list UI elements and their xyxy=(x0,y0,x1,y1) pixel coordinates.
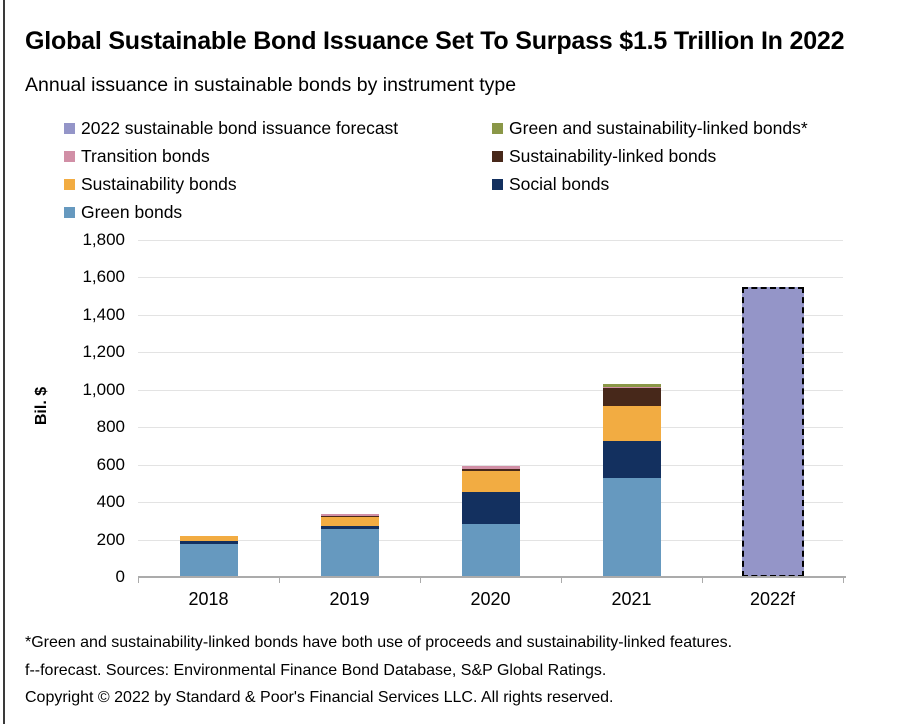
gridline xyxy=(138,314,843,316)
bar-segment xyxy=(461,523,520,577)
legend-swatch-icon xyxy=(64,207,75,218)
gridline xyxy=(138,464,843,466)
left-edge-line xyxy=(3,0,5,724)
y-tick-label: 800 xyxy=(96,417,125,437)
y-tick-label: 0 xyxy=(115,567,125,586)
bar-segment xyxy=(320,526,379,530)
bar-segment xyxy=(602,387,661,406)
bar-segment xyxy=(179,535,238,542)
bar-segment xyxy=(179,543,238,577)
y-tick-label: 1,800 xyxy=(82,230,125,249)
x-tick-label: 2021 xyxy=(611,589,652,609)
bar-segment xyxy=(461,492,520,524)
bar-segment xyxy=(602,440,661,478)
bar-segment xyxy=(320,513,379,516)
legend-item: Sustainability bonds xyxy=(64,174,492,195)
y-tick-label: 600 xyxy=(96,454,125,474)
legend-label: Green bonds xyxy=(81,202,183,222)
chart-title: Global Sustainable Bond Issuance Set To … xyxy=(25,26,845,55)
bar-segment xyxy=(602,405,661,441)
bar-segment xyxy=(602,477,661,577)
legend-label: Social bonds xyxy=(509,174,610,194)
legend-label: Transition bonds xyxy=(81,146,210,166)
x-tick-label: 2022f xyxy=(749,589,796,609)
y-tick-label: 200 xyxy=(96,529,125,549)
legend-item: Transition bonds xyxy=(64,146,492,167)
x-axis-line xyxy=(138,576,846,578)
x-tick-label: 2019 xyxy=(329,589,370,609)
bar-segment xyxy=(320,516,379,527)
legend-swatch-icon xyxy=(64,123,75,134)
legend-item: Social bonds xyxy=(492,174,808,195)
y-tick-label: 1,000 xyxy=(82,379,125,399)
gridline xyxy=(138,240,843,241)
footnotes: *Green and sustainability-linked bonds h… xyxy=(25,629,732,712)
forecast-bar xyxy=(741,286,804,577)
legend-swatch-icon xyxy=(64,179,75,190)
bar-segment xyxy=(320,529,379,577)
gridline xyxy=(138,352,843,354)
x-axis-tick xyxy=(420,578,421,583)
x-axis-tick xyxy=(702,578,703,583)
bar-segment xyxy=(461,468,520,472)
footnote-asterisk: *Green and sustainability-linked bonds h… xyxy=(25,634,733,651)
legend-swatch-icon xyxy=(492,123,503,134)
y-tick-label: 400 xyxy=(96,492,125,512)
y-tick-label: 1,200 xyxy=(82,342,125,362)
legend-label: 2022 sustainable bond issuance forecast xyxy=(81,118,399,138)
footnote-sources: f--forecast. Sources: Environmental Fina… xyxy=(25,661,607,679)
x-axis-tick xyxy=(843,578,844,583)
legend-label: Sustainability-linked bonds xyxy=(509,146,717,166)
chart-subtitle: Annual issuance in sustainable bonds by … xyxy=(25,74,517,96)
legend-label: Sustainability bonds xyxy=(81,174,237,194)
legend-label: Green and sustainability-linked bonds* xyxy=(509,118,808,138)
y-axis-title: Bil. $ xyxy=(33,386,50,426)
gridline xyxy=(138,389,843,391)
x-axis-tick xyxy=(561,578,562,583)
gridline xyxy=(138,427,843,429)
bar-segment xyxy=(179,541,238,544)
gridline xyxy=(138,277,843,279)
bar-segment xyxy=(602,386,661,388)
legend-item: 2022 sustainable bond issuance forecast xyxy=(64,118,492,139)
bar-segment xyxy=(320,515,379,517)
x-axis-tick xyxy=(138,578,139,583)
x-tick-label: 2018 xyxy=(188,589,229,609)
bar-segment xyxy=(461,466,520,469)
legend-item: Green bonds xyxy=(64,202,492,223)
legend-swatch-icon xyxy=(64,151,75,162)
bar-segment xyxy=(602,384,661,387)
legend-swatch-icon xyxy=(492,151,503,162)
y-tick-label: 1,600 xyxy=(82,267,125,287)
bar-segment xyxy=(461,471,520,493)
x-tick-label: 2020 xyxy=(470,589,511,609)
legend: 2022 sustainable bond issuance forecast G… xyxy=(64,118,808,223)
footnote-copyright: Copyright © 2022 by Standard & Poor's Fi… xyxy=(25,689,614,706)
y-tick-label: 1,400 xyxy=(82,304,125,324)
legend-item: Green and sustainability-linked bonds* xyxy=(492,118,808,139)
legend-swatch-icon xyxy=(492,179,503,190)
legend-item: Sustainability-linked bonds xyxy=(492,146,808,167)
x-axis-tick xyxy=(279,578,280,583)
